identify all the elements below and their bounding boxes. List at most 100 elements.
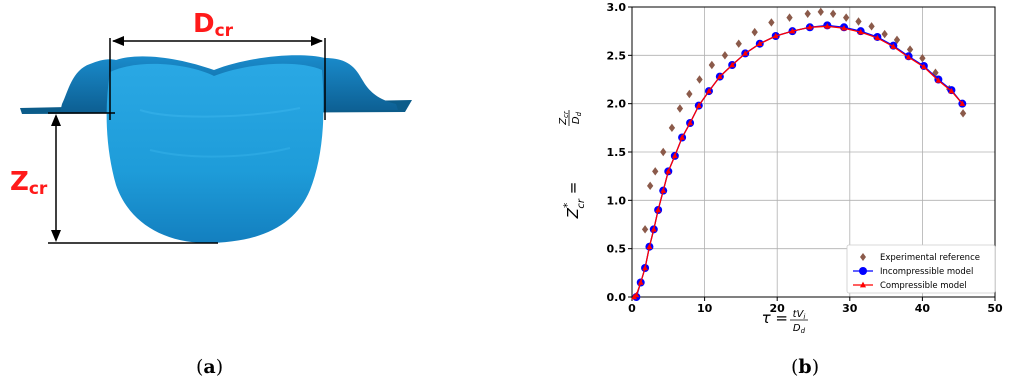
- legend-box: [846, 244, 996, 294]
- y-tick-label-3: 1.5: [607, 146, 627, 159]
- svg-text:Z*cr =: Z* cr =: [561, 182, 587, 220]
- legend-marker-2: [859, 281, 867, 288]
- series-2-point-29: [948, 87, 955, 94]
- dcr-arrow-left: [112, 36, 124, 46]
- caption-a-close: ): [215, 356, 224, 378]
- series-0-point-13: [786, 13, 793, 22]
- series-0-point-0: [641, 225, 649, 234]
- series-0-point-7: [696, 75, 703, 84]
- svg-text:Dd: Dd: [793, 323, 806, 335]
- x-tick-label-3: 30: [842, 302, 858, 315]
- series-0-point-18: [855, 17, 862, 26]
- series-2-point-17: [756, 40, 763, 46]
- x-tick-label-0: 0: [628, 302, 636, 315]
- svg-text:Dd: Dd: [571, 111, 583, 124]
- bowl-shading: [139, 107, 301, 118]
- series-2-point-13: [706, 87, 712, 94]
- xlabel-den-sub: d: [801, 327, 806, 335]
- series-0-point-11: [751, 27, 758, 37]
- legend-marker-1: [859, 267, 867, 275]
- series-0-point-21: [893, 35, 901, 45]
- ylabel-den: D: [571, 116, 582, 124]
- series-2-point-18: [772, 32, 779, 39]
- series-2-point-9: [671, 152, 678, 159]
- ylabel-num-sub: cr: [562, 110, 570, 118]
- series-0-point-1: [647, 181, 654, 191]
- y-axis-label-fraction: Zcr Dd: [558, 110, 583, 126]
- series-2-point-20: [806, 24, 813, 30]
- series-0-point-22: [906, 45, 914, 54]
- y-tick-label-4: 2.0: [607, 98, 627, 111]
- caption-b-open: (: [791, 356, 799, 378]
- dcr-label: Dcr: [193, 9, 234, 41]
- dcr-label-main: D: [193, 9, 215, 39]
- series-0: [641, 7, 967, 234]
- series-2-point-25: [890, 43, 897, 49]
- series-2-point-19: [789, 27, 796, 34]
- series-0-point-17: [843, 13, 850, 22]
- zcr-arrow-bottom: [51, 230, 61, 242]
- ylabel-num: Z: [558, 117, 569, 126]
- series-2-point-24: [874, 34, 881, 41]
- x-tick-label-5: 50: [987, 302, 1003, 315]
- series-0-point-10: [735, 39, 742, 48]
- caption-a: (a): [196, 356, 223, 378]
- series-0-point-19: [868, 22, 875, 31]
- series-2-point-16: [742, 50, 749, 56]
- zcr-arrow-top: [51, 114, 61, 126]
- legend-label-0: Experimental reference: [880, 253, 980, 263]
- xlabel-num: tV: [793, 309, 805, 320]
- series-2: [631, 23, 966, 300]
- series-0-point-12: [768, 18, 775, 27]
- series-0-point-4: [668, 123, 676, 133]
- ylabel-sup: *: [561, 202, 574, 208]
- panel-b-chart: 0 10 20 30 40 50 0.0 0.5 1.0 1.5 2.0 2.5 3.0 Z* cr = …: [540, 0, 1012, 387]
- y-tick-label-5: 2.5: [607, 49, 627, 62]
- y-tick-label-1: 0.5: [607, 243, 627, 256]
- series-2-point-23: [857, 28, 864, 35]
- zcr-label-sub: cr: [29, 179, 48, 199]
- series-0-point-6: [686, 89, 693, 99]
- series-0-point-8: [708, 60, 716, 70]
- y-axis-label: Z* cr =: [561, 182, 587, 220]
- x-axis-label: τ = tVi Dd: [762, 309, 808, 335]
- bowl-shading-2: [149, 147, 291, 158]
- series-0-point-23: [919, 54, 926, 63]
- series-0-point-26: [959, 109, 967, 118]
- y-tick-label-0: 0.0: [607, 291, 627, 304]
- ylabel-eq: =: [564, 182, 582, 199]
- tick-labels: 0 10 20 30 40 50 0.0 0.5 1.0 1.5 2.0 2.5 3.0: [607, 1, 1003, 315]
- caption-b-letter: b: [798, 356, 812, 378]
- y-tick-label-6: 3.0: [607, 1, 627, 14]
- crater-figure: Dcr Zcr: [10, 9, 412, 244]
- legend-label-1: Incompressible model: [880, 267, 973, 277]
- svg-text:tVi: tVi: [793, 309, 806, 321]
- series-2-point-21: [824, 23, 831, 29]
- series-2-point-8: [665, 168, 672, 174]
- series-2-point-15: [729, 61, 736, 68]
- series-2-point-3: [642, 264, 648, 271]
- series-2-point-10: [679, 134, 685, 140]
- crater-bowl: [106, 63, 324, 243]
- zcr-label-main: Z: [10, 167, 29, 197]
- ylabel-den-sub: d: [575, 111, 583, 116]
- series-0-point-3: [660, 147, 667, 157]
- series-2-point-26: [905, 54, 912, 60]
- legend-marker-0: [860, 253, 866, 261]
- series-0-point-5: [676, 104, 684, 113]
- crater-depth-chart: 0 10 20 30 40 500.00.51.01.52.02.53.0 Z* cr = …: [558, 1, 1003, 335]
- series: [631, 7, 967, 301]
- series-2-point-22: [841, 25, 847, 31]
- series-2-point-30: [959, 100, 966, 106]
- ylabel-main: Z: [564, 207, 582, 219]
- x-tick-label-4: 40: [915, 302, 931, 315]
- series-2-point-28: [935, 77, 942, 83]
- zcr-label: Zcr: [10, 167, 48, 199]
- series-2-point-27: [920, 63, 927, 70]
- series-2-point-5: [650, 226, 657, 232]
- legend-label-2: Compressible model: [880, 281, 967, 291]
- dcr-arrow-right: [311, 36, 323, 46]
- series-2-point-6: [655, 206, 662, 213]
- xlabel-num-sub: i: [803, 313, 805, 321]
- ylabel-sub: cr: [576, 198, 587, 208]
